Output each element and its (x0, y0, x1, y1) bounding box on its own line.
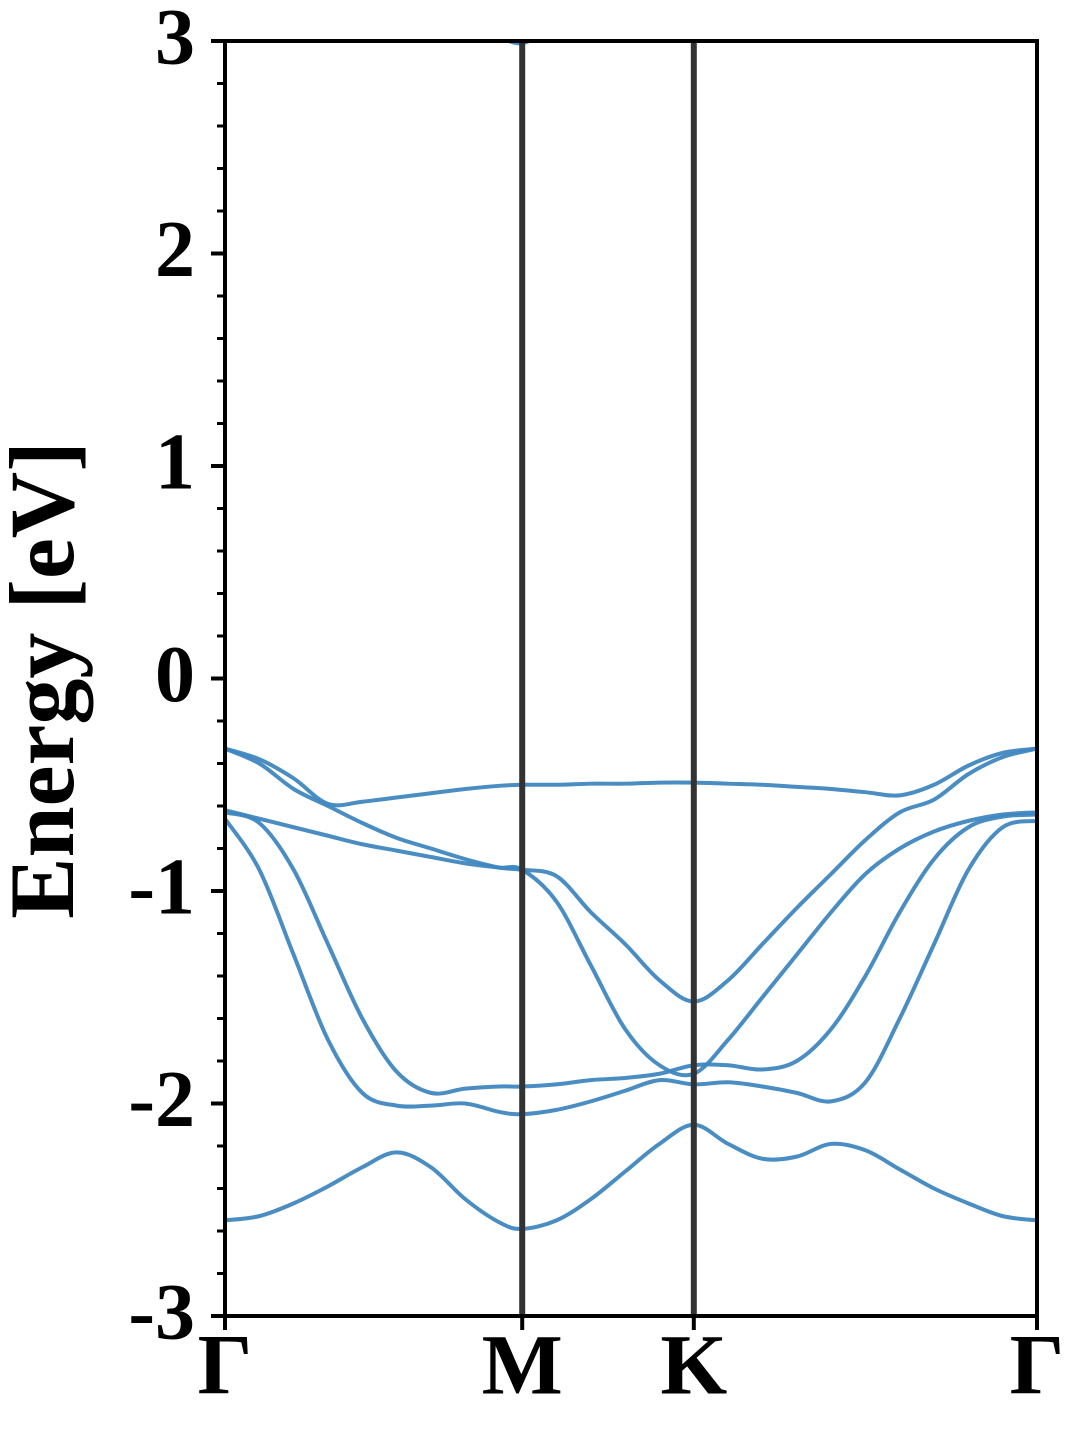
plot-area (225, 41, 1037, 1231)
band-line (225, 1122, 1037, 1231)
y-tick-label: 3 (155, 0, 195, 81)
y-tick-label: -1 (128, 843, 195, 931)
y-axis-label: Energy [eV] (0, 441, 93, 919)
y-tick-label: 1 (155, 418, 195, 506)
x-tick-label: K (660, 1317, 727, 1413)
band-line (225, 746, 1037, 1004)
band-line (225, 817, 1037, 1117)
plot-frame (223, 39, 1039, 1318)
y-tick-label: -3 (128, 1268, 195, 1356)
x-tick-label: Γ (198, 1317, 253, 1413)
band-line (225, 746, 1037, 808)
y-tick-label: -2 (128, 1056, 195, 1144)
x-tick-label: M (482, 1317, 563, 1413)
y-tick-label: 2 (155, 206, 195, 294)
x-tick-label: Γ (1010, 1317, 1065, 1413)
y-tick-label: 0 (155, 631, 195, 719)
band-line (225, 808, 1037, 1078)
band-line (225, 810, 1037, 1096)
